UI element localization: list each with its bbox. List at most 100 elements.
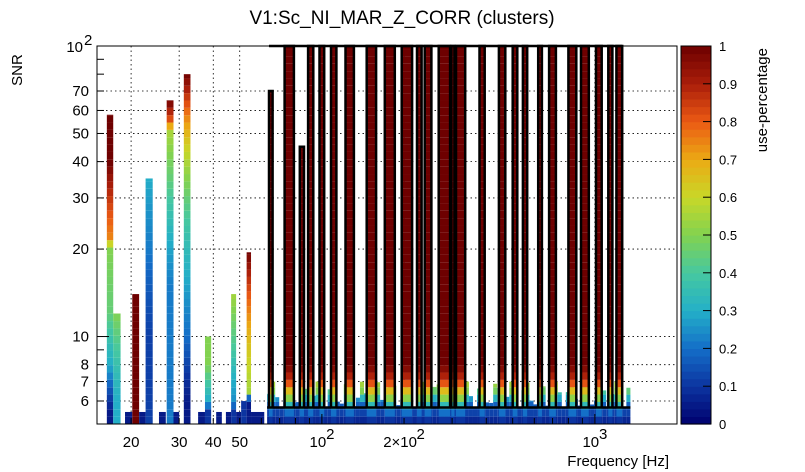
heatmap-bin [479, 269, 485, 277]
heatmap-bin [345, 63, 354, 72]
heatmap-bin [568, 372, 577, 380]
heatmap-bin [366, 299, 377, 307]
heatmap-bin [529, 416, 534, 424]
heatmap-bin [616, 71, 623, 79]
heatmap-bin [616, 269, 623, 277]
heatmap-bin [308, 401, 314, 410]
heatmap-bin [522, 276, 528, 285]
heatmap-bin [401, 306, 413, 314]
heatmap-bin [438, 284, 451, 292]
heatmap-bin [505, 409, 510, 417]
heatmap-bin [538, 71, 542, 79]
heatmap-bin [231, 387, 237, 395]
heatmap-bin [438, 365, 451, 373]
heatmap-bin [401, 196, 413, 204]
heatmap-bin [166, 357, 174, 366]
heatmap-bin [479, 276, 485, 285]
heatmap-bin [384, 129, 395, 138]
heatmap-bin [145, 188, 153, 197]
heatmap-bin [522, 225, 528, 233]
heatmap-bin [231, 379, 237, 388]
heatmap-bin [438, 372, 451, 380]
heatmap-bin [319, 387, 325, 395]
heatmap-bin [626, 394, 631, 402]
heatmap-bin [538, 409, 542, 417]
heatmap-bin [581, 151, 589, 160]
x-tick-label-text: 40 [205, 434, 222, 451]
heatmap-bin [616, 291, 623, 300]
heatmap-bin [424, 401, 432, 410]
heatmap-bin [366, 350, 377, 358]
colorbar-tick-label: 0.6 [719, 190, 737, 205]
heatmap-bin [626, 416, 631, 424]
heatmap-bin [424, 262, 432, 270]
heatmap-bin [568, 49, 577, 57]
heatmap-bin [512, 372, 518, 380]
heatmap-bin [568, 313, 577, 322]
heatmap-bin [522, 350, 528, 358]
colorbar-tick-label: 0.3 [719, 304, 737, 319]
heatmap-bin [284, 159, 294, 167]
heatmap-bin [608, 321, 613, 329]
y-tick-label: 60 [72, 102, 89, 119]
heatmap-bin [204, 409, 212, 417]
heatmap-bin [456, 299, 466, 307]
heatmap-bin [424, 299, 432, 307]
heatmap-bin [384, 115, 395, 123]
heatmap-bin [596, 137, 602, 145]
heatmap-bin [498, 71, 506, 79]
colorbar-segment [681, 61, 711, 70]
heatmap-bin [308, 137, 314, 145]
heatmap-bin [401, 181, 413, 189]
heatmap-bin [602, 401, 607, 410]
heatmap-bin [577, 416, 582, 424]
heatmap-bin [616, 107, 623, 116]
heatmap-bin [608, 409, 613, 417]
heatmap-bin [608, 299, 613, 307]
heatmap-bin [451, 306, 455, 314]
heatmap-bin [284, 174, 294, 182]
heatmap-bin [166, 276, 174, 285]
heatmap-bin [166, 210, 174, 219]
heatmap-bin [231, 350, 237, 358]
heatmap-bin [438, 313, 451, 322]
heatmap-bin [596, 284, 602, 292]
heatmap-bin [424, 365, 432, 373]
heatmap-bin [384, 188, 395, 197]
heatmap-bin [132, 379, 140, 388]
cluster-region-outline [298, 145, 306, 408]
heatmap-bin [366, 409, 377, 417]
heatmap-bin [568, 299, 577, 307]
heatmap-bin [241, 400, 247, 402]
heatmap-bin [581, 144, 589, 152]
heatmap-bin [183, 321, 191, 329]
heatmap-bin [512, 225, 518, 233]
heatmap-bin [512, 387, 518, 395]
heatmap-bin [145, 247, 153, 255]
heatmap-bin [331, 78, 337, 86]
heatmap-bin [319, 174, 325, 182]
heatmap-bin [438, 78, 451, 86]
heatmap-bin [549, 276, 556, 285]
colorbar-segment [681, 212, 711, 221]
heatmap-bin [616, 203, 623, 211]
heatmap-bin [522, 269, 528, 277]
heatmap-bin [366, 63, 377, 72]
heatmap-bin [284, 166, 294, 175]
heatmap-bin [268, 291, 273, 300]
heatmap-bin [479, 284, 485, 292]
heatmap-bin [132, 350, 140, 358]
heatmap-bin [512, 46, 518, 50]
heatmap-bin [596, 269, 602, 277]
heatmap-bin [246, 416, 252, 424]
heatmap-bin [420, 409, 425, 417]
heatmap-bin [311, 416, 316, 424]
colorbar-segment [681, 401, 711, 410]
heatmap-bin [616, 196, 623, 204]
heatmap-bin [319, 240, 325, 248]
heatmap-bin [308, 181, 314, 189]
heatmap-bin [268, 365, 273, 373]
heatmap-bin [113, 313, 121, 322]
heatmap-bin [479, 401, 485, 410]
heatmap-bin [345, 409, 354, 417]
